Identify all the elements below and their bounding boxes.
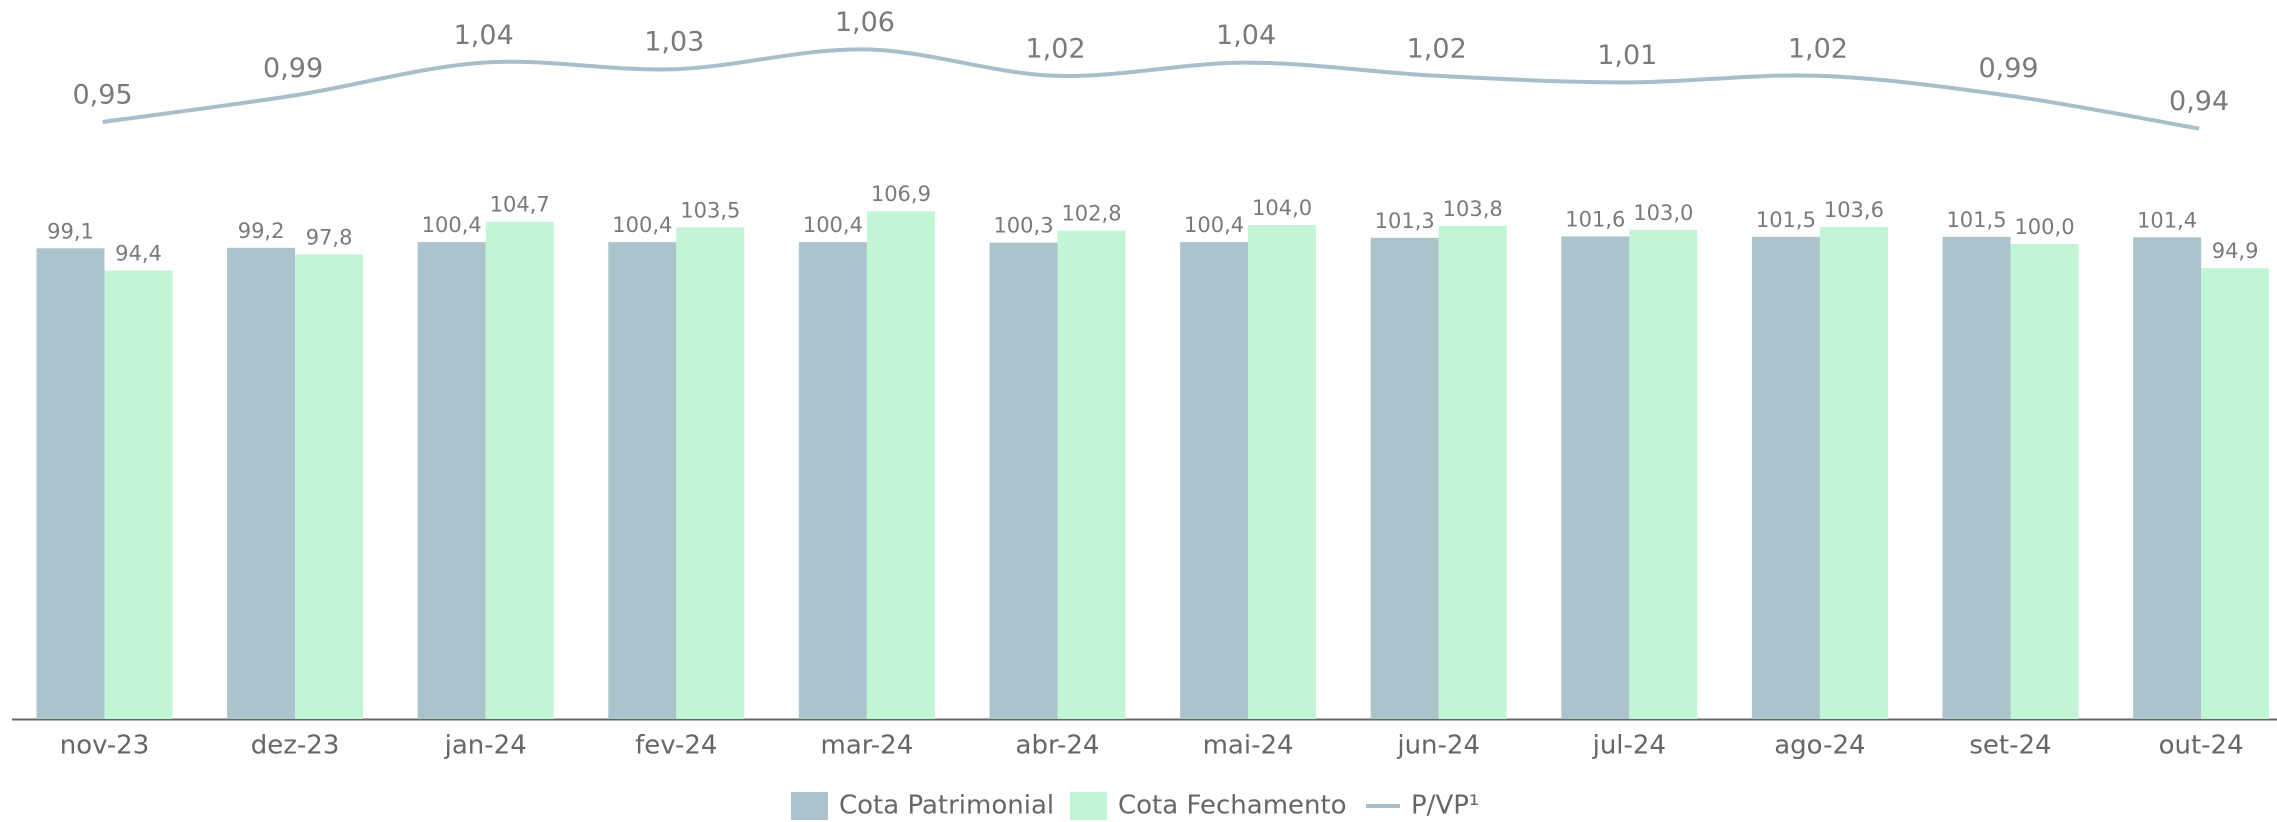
bar [36,248,105,719]
data-label: 1,04 [1216,20,1276,51]
bar [1942,236,2011,719]
data-label: 100,4 [803,213,863,237]
x-tick-label: mar-24 [821,731,914,761]
data-label: 99,1 [47,219,94,243]
data-label: 0,95 [72,80,132,111]
data-label: 101,5 [1946,208,2006,232]
bar [989,242,1058,719]
data-label: 101,3 [1375,209,1435,233]
data-label: 1,06 [835,7,895,38]
data-label: 100,4 [612,213,672,237]
bar [2133,237,2202,719]
data-label: 106,9 [871,182,931,206]
data-label: 101,5 [1756,208,1816,232]
bar [227,247,296,720]
data-label: 101,4 [2137,208,2197,232]
bar [1751,236,1820,719]
legend-swatch [791,792,828,820]
data-label: 0,99 [1978,53,2038,84]
x-tick-label: fev-24 [635,731,717,761]
bar [1248,225,1317,719]
x-tick-label: jan-24 [444,731,527,761]
bar [417,242,486,719]
bar [866,211,935,719]
legend-label: Cota Fechamento [1118,791,1347,821]
x-tick-label: nov-23 [60,731,150,761]
x-tick-label: mai-24 [1203,731,1294,761]
data-label: 100,4 [1184,213,1244,237]
bar [485,221,554,720]
x-tick-label: abr-24 [1016,731,1100,761]
data-label: 94,9 [2212,239,2259,263]
bar [1629,229,1698,719]
data-label: 103,8 [1443,197,1503,221]
x-tick-label: jun-24 [1396,731,1480,761]
x-tick-label: ago-24 [1774,731,1865,761]
legend-label: P/VP¹ [1411,791,1479,821]
bar [798,242,867,719]
bar [1561,236,1630,719]
data-label: 1,02 [1788,33,1848,64]
data-label: 104,7 [490,193,550,217]
data-label: 103,0 [1633,201,1693,225]
x-tick-label: dez-23 [251,731,340,761]
x-tick-label: set-24 [1969,731,2051,761]
data-label: 1,01 [1597,40,1657,71]
data-label: 104,0 [1252,196,1312,220]
data-label: 100,0 [2014,215,2074,239]
bar [295,254,364,719]
legend-label: Cota Patrimonial [839,791,1054,821]
bar [1180,242,1249,719]
bar [1438,225,1507,719]
legend-swatch [1070,792,1107,820]
data-label: 0,94 [2169,86,2229,117]
data-label: 1,02 [1025,33,1085,64]
data-label: 1,02 [1407,33,1467,64]
data-label: 103,5 [680,198,740,222]
data-label: 97,8 [306,225,353,249]
data-label: 1,03 [644,27,704,58]
x-tick-label: out-24 [2159,731,2244,761]
data-label: 94,4 [115,242,162,266]
data-label: 99,2 [238,219,285,243]
data-label: 103,6 [1824,198,1884,222]
data-label: 0,99 [263,53,323,84]
bar [2010,244,2079,719]
x-tick-label: jul-24 [1592,731,1666,761]
bar [104,270,173,719]
bar [1057,230,1126,719]
bar [608,242,677,719]
data-label: 102,8 [1061,202,1121,226]
bar [1370,237,1439,719]
data-label: 1,04 [454,20,514,51]
bar [2201,268,2270,719]
line [102,47,2200,131]
data-label: 100,3 [993,214,1053,238]
data-label: 101,6 [1565,207,1625,231]
bar [1819,226,1888,719]
data-label: 100,4 [422,213,482,237]
bar [676,227,745,719]
